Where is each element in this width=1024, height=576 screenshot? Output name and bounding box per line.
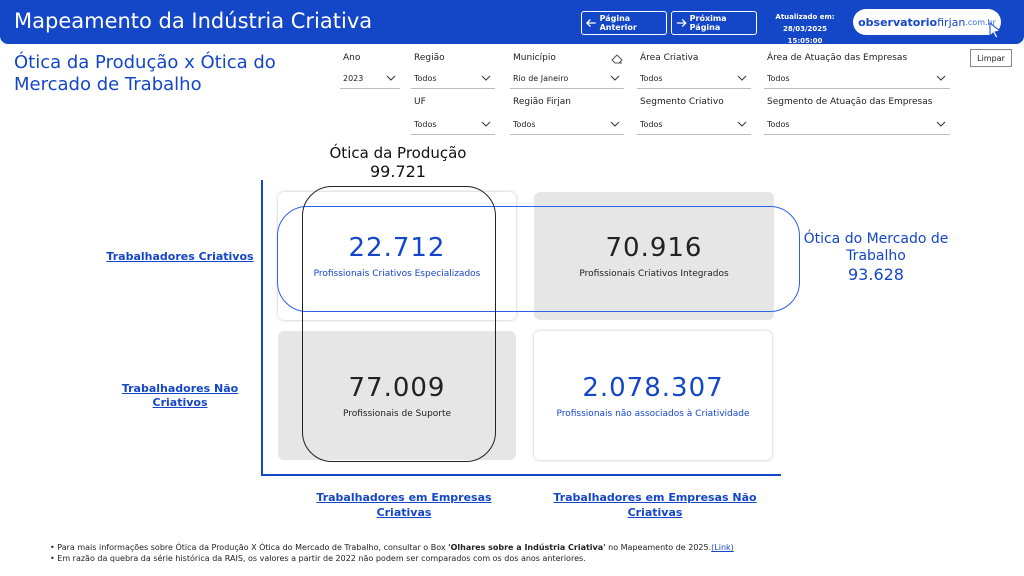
footnote-1-post: no Mapeamento de 2025. bbox=[605, 543, 712, 552]
page-title: Ótica da Produção x Ótica do Mercado de … bbox=[14, 52, 276, 95]
previous-page-label: Página Anterior bbox=[599, 14, 637, 32]
mercado-highlight-oval bbox=[277, 206, 800, 312]
col-label-empresas-nao-criativas[interactable]: Trabalhadores em Empresas Não Criativas bbox=[553, 491, 757, 519]
chevron-down-icon bbox=[737, 75, 747, 81]
filter-ano-select[interactable]: 2023 bbox=[340, 69, 400, 89]
vertical-axis-line bbox=[261, 180, 263, 476]
filter-ano-label: Ano bbox=[343, 53, 361, 63]
footnotes: • Para mais informações sobre Ótica da P… bbox=[50, 542, 734, 564]
logo-suffix: .com.br bbox=[965, 17, 996, 27]
chevron-down-icon bbox=[610, 121, 620, 127]
producao-label: Ótica da Produção bbox=[329, 144, 467, 162]
card-description: Profissionais não associados à Criativid… bbox=[556, 408, 750, 419]
footnote-1-text: • Para mais informações sobre Ótica da P… bbox=[50, 543, 449, 552]
filter-area-criativa-value: Todos bbox=[640, 74, 663, 83]
filter-segmento-criativo-select[interactable]: Todos bbox=[637, 115, 751, 135]
card-description: Profissionais Criativos Integrados bbox=[579, 269, 729, 279]
updated-label: Atualizado em: bbox=[775, 13, 835, 21]
footnote-2: • Em razão da quebra da série histórica … bbox=[50, 554, 586, 563]
updated-info: Atualizado em: 28/03/2025 15:05:00 bbox=[769, 11, 841, 47]
previous-page-button[interactable]: Página Anterior bbox=[581, 11, 667, 35]
app-title: Mapeamento da Indústria Criativa bbox=[14, 9, 373, 33]
arrow-left-icon bbox=[586, 19, 596, 27]
row-label-trabalhadores-nao-criativos[interactable]: Trabalhadores Não Criativos bbox=[121, 382, 239, 409]
chevron-down-icon bbox=[737, 121, 747, 127]
logo-text-light: firjan bbox=[937, 15, 966, 29]
filter-area-atuacao-select[interactable]: Todos bbox=[764, 69, 950, 89]
filter-regiao-value: Todos bbox=[414, 74, 437, 83]
chevron-down-icon bbox=[386, 75, 396, 81]
chevron-down-icon bbox=[936, 75, 946, 81]
producao-value: 99.721 bbox=[370, 162, 426, 181]
card-description: Profissionais de Suporte bbox=[342, 408, 452, 419]
filter-municipio-value: Rio de Janeiro bbox=[513, 74, 569, 83]
filter-area-atuacao-label: Área de Atuação das Empresas bbox=[767, 53, 908, 63]
chevron-down-icon bbox=[936, 121, 946, 127]
filter-segmento-criativo-label: Segmento Criativo bbox=[640, 97, 724, 107]
mercado-label: Ótica do Mercado de Trabalho bbox=[803, 231, 949, 264]
card-profissionais-criativos-integrados[interactable]: 70.916 Profissionais Criativos Integrado… bbox=[534, 192, 774, 320]
filter-segmento-atuacao-select[interactable]: Todos bbox=[764, 115, 950, 135]
eraser-icon[interactable] bbox=[611, 54, 623, 64]
clear-filters-button[interactable]: Limpar bbox=[970, 49, 1012, 67]
producao-highlight-oval bbox=[302, 186, 496, 462]
filter-regiao-firjan-select[interactable]: Todos bbox=[510, 115, 624, 135]
arrow-right-icon bbox=[676, 18, 687, 28]
card-value: 2.078.307 bbox=[582, 372, 724, 403]
footnote-1-bold: 'Olhares sobre a Indústria Criativa' bbox=[448, 543, 606, 552]
filter-municipio-label: Município bbox=[513, 53, 556, 63]
footnote-1: • Para mais informações sobre Ótica da P… bbox=[50, 542, 734, 553]
header-bar: Mapeamento da Indústria Criativa Página … bbox=[0, 0, 1024, 47]
filter-municipio-select[interactable]: Rio de Janeiro bbox=[510, 69, 624, 89]
card-value: 22.712 bbox=[348, 233, 446, 263]
card-description: Profissionais Criativos Especializados bbox=[313, 269, 481, 279]
card-value: 77.009 bbox=[348, 372, 446, 403]
filter-area-criativa-select[interactable]: Todos bbox=[637, 69, 751, 89]
filter-regiao-label: Região bbox=[414, 53, 445, 63]
col-label-empresas-criativas[interactable]: Trabalhadores em Empresas Criativas bbox=[316, 491, 492, 519]
filter-uf-value: Todos bbox=[414, 120, 437, 129]
row-label-trabalhadores-criativos[interactable]: Trabalhadores Criativos bbox=[106, 250, 254, 263]
filter-uf-select[interactable]: Todos bbox=[411, 115, 495, 135]
chevron-down-icon bbox=[481, 75, 491, 81]
pointer-cursor-icon bbox=[989, 22, 1002, 38]
next-page-label: Próxima Página bbox=[689, 14, 727, 32]
filter-area-criativa-label: Área Criativa bbox=[640, 53, 699, 63]
mercado-value: 93.628 bbox=[848, 265, 904, 284]
filter-regiao-firjan-label: Região Firjan bbox=[513, 97, 571, 107]
card-value: 70.916 bbox=[605, 233, 703, 263]
observatorio-logo-link[interactable]: observatorio firjan .com.br bbox=[853, 9, 1001, 35]
filter-regiao-firjan-value: Todos bbox=[513, 120, 536, 129]
updated-value: 28/03/2025 15:05:00 bbox=[782, 25, 828, 45]
filter-ano-value: 2023 bbox=[343, 74, 364, 83]
filter-uf-label: UF bbox=[414, 97, 426, 107]
footnote-link[interactable]: (Link) bbox=[711, 543, 734, 552]
next-page-button[interactable]: Próxima Página bbox=[671, 11, 757, 35]
chevron-down-icon bbox=[481, 121, 491, 127]
horizontal-axis-line bbox=[261, 474, 781, 476]
filter-area-atuacao-value: Todos bbox=[767, 74, 790, 83]
logo-text-bold: observatorio bbox=[858, 15, 938, 29]
chevron-down-icon bbox=[610, 75, 620, 81]
filter-segmento-criativo-value: Todos bbox=[640, 120, 663, 129]
card-profissionais-nao-associados[interactable]: 2.078.307 Profissionais não associados à… bbox=[534, 331, 772, 460]
filter-regiao-select[interactable]: Todos bbox=[411, 69, 495, 89]
filter-segmento-atuacao-label: Segmento de Atuação das Empresas bbox=[767, 97, 933, 107]
filter-segmento-atuacao-value: Todos bbox=[767, 120, 790, 129]
